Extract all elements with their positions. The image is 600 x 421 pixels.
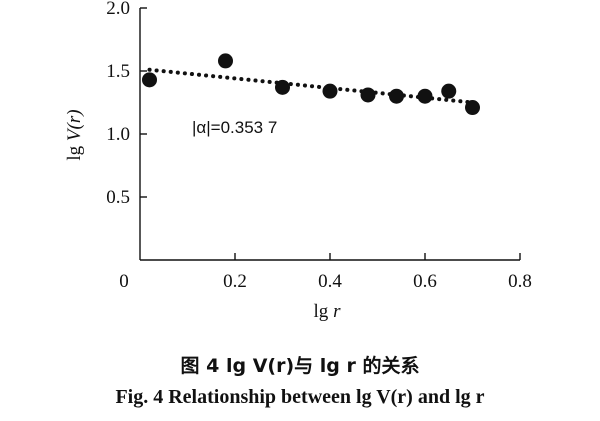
data-point [322,83,338,99]
y-axis: 0.5 1.0 1.5 2.0 [106,0,147,260]
data-point [417,88,433,104]
figure-caption-english: Fig. 4 Relationship between lg V(r) and … [115,386,485,408]
data-points [142,53,480,116]
data-point [360,87,376,103]
y-axis-label: lg V(r) [64,109,85,160]
x-tick-label: 0.4 [318,271,342,292]
alpha-annotation: |α|=0.353 7 [192,118,277,137]
data-point [142,72,157,88]
data-point [465,100,480,116]
x-tick-label: 0.2 [223,271,247,292]
data-point [389,88,404,104]
x-axis-label: lg r [314,301,342,322]
y-tick-label: 2.0 [106,0,130,19]
x-ticks: 0 0.2 0.4 0.6 0.8 [119,253,532,292]
y-tick-label: 1.0 [106,124,130,145]
y-ticks: 0.5 1.0 1.5 2.0 [106,0,147,208]
x-tick-label: 0.6 [413,271,437,292]
x-tick-label: 0 [119,271,129,292]
figure-caption-chinese: 图 4 lg V(r)与 lg r 的关系 [180,355,420,377]
data-point [275,79,290,95]
data-point [218,53,233,69]
y-tick-label: 0.5 [106,187,130,208]
chart-canvas: 0.5 1.0 1.5 2.0 0 0.2 0.4 0.6 0.8 |α|=0.353 7 l… [64,0,532,322]
data-point [441,83,457,99]
x-axis: 0 0.2 0.4 0.6 0.8 [119,253,532,292]
y-tick-label: 1.5 [106,61,130,82]
x-tick-label: 0.8 [508,271,532,292]
